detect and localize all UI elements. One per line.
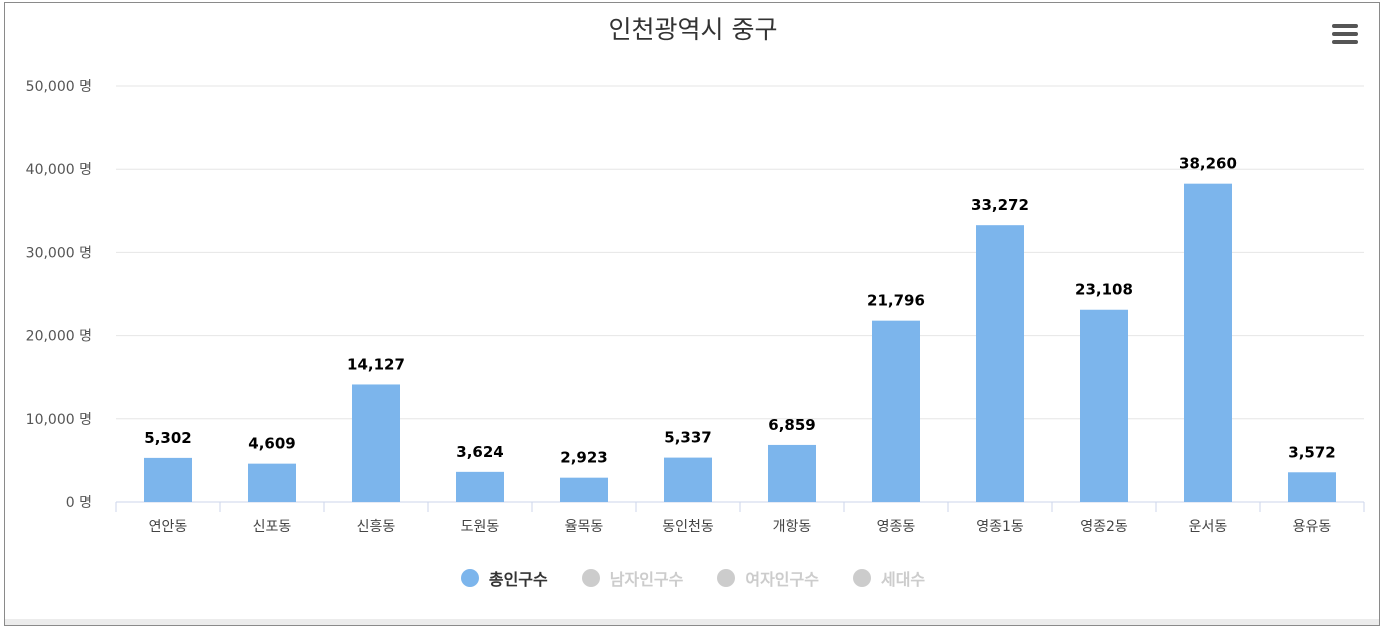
bar xyxy=(352,384,400,502)
data-label: 14,127 xyxy=(347,355,405,373)
bar xyxy=(144,457,192,502)
chart-legend: 총인구수 남자인구수 여자인구수 세대수 xyxy=(0,566,1386,590)
data-label: 23,108 xyxy=(1075,281,1133,299)
legend-item[interactable]: 남자인구수 xyxy=(581,566,684,590)
bar xyxy=(248,463,296,502)
x-tick-label: 개항동 xyxy=(773,519,812,535)
bar xyxy=(1288,472,1336,502)
x-tick-label: 영종2동 xyxy=(1080,519,1128,535)
bar xyxy=(1184,183,1232,502)
x-tick-label: 신흥동 xyxy=(357,519,396,535)
x-tick-label: 율목동 xyxy=(565,519,604,535)
data-label: 21,796 xyxy=(867,292,925,310)
y-tick-label: 50,000 명 xyxy=(26,79,92,95)
bottom-strip xyxy=(5,619,1379,625)
data-label: 38,260 xyxy=(1179,155,1237,173)
data-label: 6,859 xyxy=(768,416,815,434)
bar xyxy=(872,320,920,502)
bar xyxy=(560,477,608,502)
bar xyxy=(1080,309,1128,502)
bar xyxy=(976,225,1024,503)
legend-label: 남자인구수 xyxy=(609,570,684,589)
legend-item[interactable]: 세대수 xyxy=(852,566,926,590)
x-tick-label: 신포동 xyxy=(253,519,292,535)
data-label: 33,272 xyxy=(971,196,1029,214)
chart-container xyxy=(4,2,1380,626)
bar xyxy=(664,457,712,502)
x-tick-label: 연안동 xyxy=(149,519,188,535)
x-tick-label: 운서동 xyxy=(1189,519,1228,535)
hamburger-menu-icon[interactable] xyxy=(1330,24,1360,50)
x-tick-label: 영종1동 xyxy=(976,519,1024,535)
data-label: 3,572 xyxy=(1288,443,1335,461)
data-label: 5,337 xyxy=(664,429,711,447)
y-tick-label: 40,000 명 xyxy=(26,162,92,178)
data-label: 2,923 xyxy=(560,449,607,467)
y-tick-label: 0 명 xyxy=(66,495,92,511)
bar xyxy=(768,444,816,502)
y-tick-label: 30,000 명 xyxy=(26,245,92,261)
data-label: 5,302 xyxy=(144,429,191,447)
legend-label: 총인구수 xyxy=(488,570,548,589)
data-label: 3,624 xyxy=(456,443,503,461)
chart-title: 인천광역시 중구 xyxy=(608,15,778,44)
y-tick-label: 10,000 명 xyxy=(26,412,92,428)
x-tick-label: 동인천동 xyxy=(662,519,714,535)
x-tick-label: 용유동 xyxy=(1293,519,1332,535)
data-label: 4,609 xyxy=(248,435,295,453)
legend-marker xyxy=(460,569,479,587)
legend-marker xyxy=(852,569,871,587)
y-tick-label: 20,000 명 xyxy=(26,329,92,345)
x-tick-label: 도원동 xyxy=(461,519,500,535)
legend-marker xyxy=(717,569,736,587)
legend-item[interactable]: 여자인구수 xyxy=(717,566,819,590)
legend-label: 세대수 xyxy=(880,570,926,589)
legend-item[interactable]: 총인구수 xyxy=(460,566,548,590)
x-tick-label: 영종동 xyxy=(877,519,916,535)
bar xyxy=(456,471,504,502)
legend-label: 여자인구수 xyxy=(745,570,819,589)
legend-marker xyxy=(581,569,600,587)
